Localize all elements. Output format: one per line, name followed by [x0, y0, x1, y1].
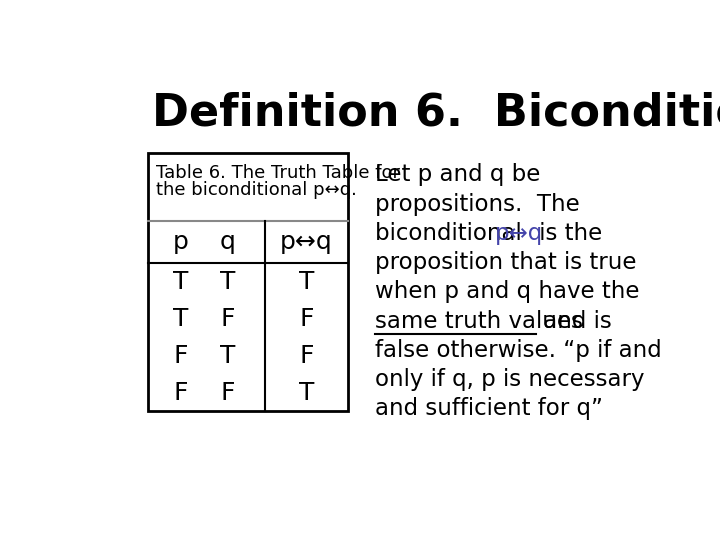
- Text: when p and q have the: when p and q have the: [375, 280, 639, 303]
- Text: T: T: [220, 270, 235, 294]
- Text: T: T: [299, 381, 314, 405]
- Text: F: F: [174, 381, 188, 405]
- Text: same truth values: same truth values: [375, 309, 583, 333]
- Text: p↔q: p↔q: [495, 222, 543, 245]
- FancyBboxPatch shape: [148, 153, 348, 411]
- Text: and is: and is: [536, 309, 612, 333]
- Text: propositions.  The: propositions. The: [375, 193, 580, 215]
- Text: q: q: [220, 230, 235, 254]
- Text: only if q, p is necessary: only if q, p is necessary: [375, 368, 644, 391]
- Text: false otherwise. “p if and: false otherwise. “p if and: [375, 339, 662, 362]
- Text: F: F: [300, 307, 314, 331]
- Text: T: T: [174, 307, 189, 331]
- Text: T: T: [299, 270, 314, 294]
- Text: F: F: [300, 344, 314, 368]
- Text: Definition 6.  Biconditional: Definition 6. Biconditional: [152, 91, 720, 134]
- Text: F: F: [220, 307, 235, 331]
- Text: p↔q: p↔q: [280, 230, 333, 254]
- Text: T: T: [220, 344, 235, 368]
- Text: and sufficient for q”: and sufficient for q”: [375, 397, 603, 421]
- Text: is the: is the: [532, 222, 602, 245]
- Text: Table 6. The Truth Table for: Table 6. The Truth Table for: [156, 164, 400, 182]
- Text: T: T: [174, 270, 189, 294]
- Text: F: F: [220, 381, 235, 405]
- Text: proposition that is true: proposition that is true: [375, 251, 636, 274]
- Text: Let p and q be: Let p and q be: [375, 164, 541, 186]
- Text: p: p: [173, 230, 189, 254]
- Text: the biconditional p↔q.: the biconditional p↔q.: [156, 181, 356, 199]
- Text: biconditional: biconditional: [375, 222, 529, 245]
- Text: F: F: [174, 344, 188, 368]
